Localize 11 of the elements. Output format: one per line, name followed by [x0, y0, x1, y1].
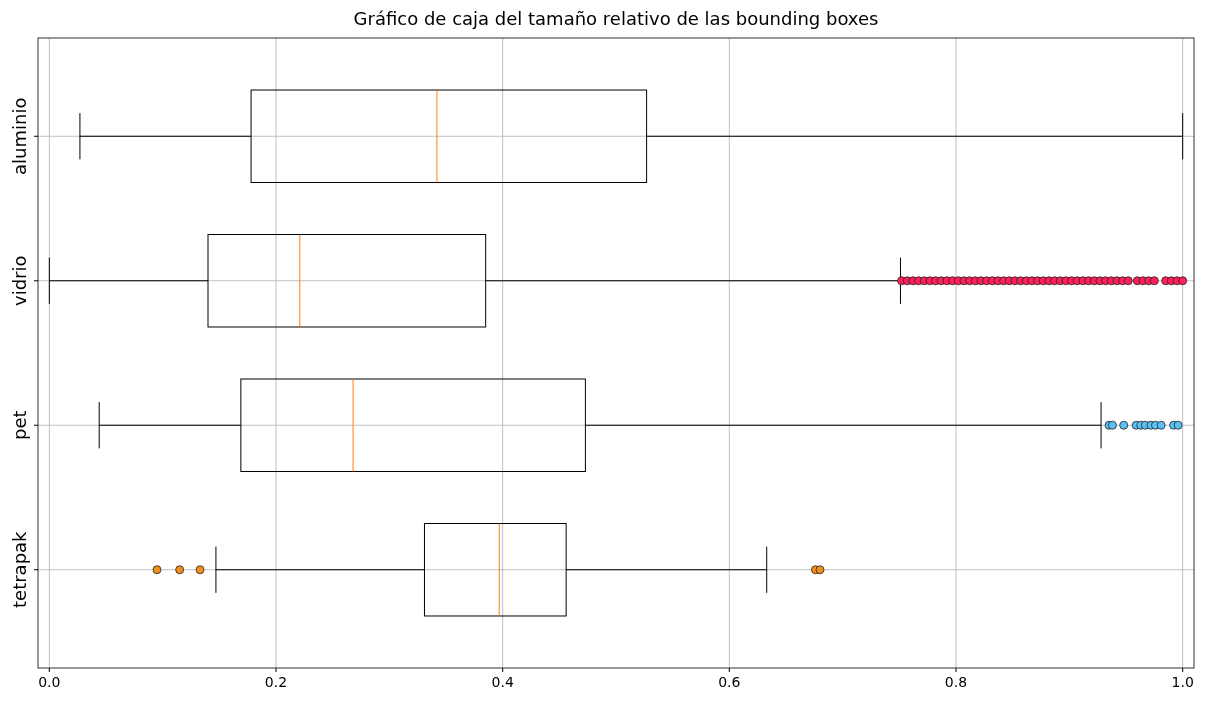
y-tick-label: aluminio — [9, 97, 30, 175]
x-tick-label: 1.0 — [1171, 674, 1194, 690]
x-tick-label: 0.4 — [491, 674, 514, 690]
x-tick-label: 0.2 — [264, 674, 288, 690]
x-tick-label: 0.8 — [944, 674, 968, 690]
y-tick-label: vidrio — [9, 255, 30, 306]
y-tick-label: pet — [9, 410, 30, 441]
x-tick-label: 0.0 — [38, 674, 61, 690]
x-tick-label: 0.6 — [718, 674, 741, 690]
y-tick-label: tetrapak — [9, 530, 30, 608]
chart-title: Gráfico de caja del tamaño relativo de las bounding boxes — [353, 8, 879, 29]
